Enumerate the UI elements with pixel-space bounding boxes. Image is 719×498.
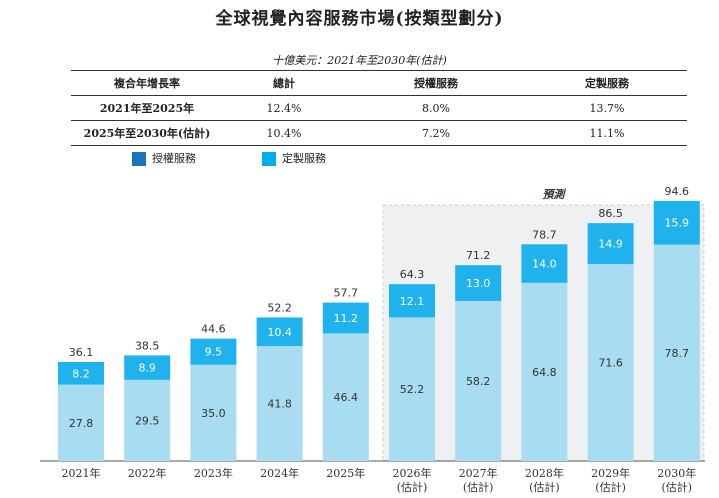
legend-item-licensed: 授權服務 — [132, 150, 196, 166]
x-tick-label: 2029年 — [591, 466, 630, 480]
x-tick-label: (估計) — [397, 480, 428, 494]
cagr-custom: 13.7% — [527, 95, 687, 121]
data-label-licensed: 64.8 — [532, 366, 557, 379]
data-label-custom: 8.2 — [72, 367, 90, 380]
data-label-licensed: 52.2 — [400, 383, 425, 396]
bar-licensed — [455, 300, 502, 461]
forecast-label: 預測 — [542, 188, 566, 201]
x-tick-label: 2021年 — [62, 466, 101, 480]
data-label-licensed: 78.7 — [665, 347, 690, 360]
legend-label-licensed: 授權服務 — [152, 152, 196, 165]
data-label-custom: 10.4 — [267, 326, 292, 339]
bar-custom — [587, 223, 634, 265]
bar-licensed — [322, 333, 369, 461]
data-label-custom: 15.9 — [665, 217, 690, 230]
legend-item-custom: 定製服務 — [262, 150, 326, 166]
x-tick-label: 2026年 — [393, 466, 432, 480]
bar-licensed — [190, 364, 237, 461]
bar-custom — [322, 302, 369, 334]
data-label-total: 64.3 — [400, 268, 425, 281]
data-label-custom: 14.9 — [598, 238, 623, 251]
bar-licensed — [587, 264, 634, 461]
bar-licensed — [58, 384, 104, 461]
cagr-licensed: 7.2% — [345, 120, 527, 146]
bar-licensed — [256, 346, 303, 461]
cagr-period: 2021年至2025年 — [71, 95, 223, 121]
chart-title: 全球視覺內容服務市場(按類型劃分) — [215, 9, 504, 29]
x-tick-label: 2027年 — [459, 466, 498, 480]
bar-licensed — [124, 379, 171, 461]
data-label-custom: 8.9 — [138, 362, 156, 375]
data-label-licensed: 29.5 — [135, 414, 160, 427]
x-tick-label: 2024年 — [260, 466, 299, 480]
cagr-header-total: 總計 — [223, 70, 345, 96]
x-tick-label: 2028年 — [525, 466, 564, 480]
data-label-total: 36.1 — [69, 346, 94, 359]
x-tick-label: 2022年 — [128, 466, 167, 480]
data-label-licensed: 41.8 — [267, 398, 292, 411]
bar-licensed — [653, 244, 700, 461]
bar-custom — [389, 284, 435, 318]
x-tick-label: (估計) — [662, 480, 693, 494]
data-label-total: 86.5 — [598, 207, 623, 220]
data-label-custom: 14.0 — [532, 258, 557, 271]
cagr-row: 2025年至2030年(估計) 10.4% 7.2% 11.1% — [71, 120, 687, 146]
cagr-custom: 11.1% — [527, 120, 687, 146]
data-label-licensed: 46.4 — [334, 391, 359, 404]
cagr-total: 10.4% — [223, 120, 345, 146]
legend-label-custom: 定製服務 — [282, 152, 326, 165]
data-label-total: 38.5 — [135, 339, 160, 352]
unit-note: 十億美元：2021年至2030年(估計) — [272, 54, 447, 67]
data-label-licensed: 35.0 — [201, 407, 226, 420]
data-label-custom: 11.2 — [334, 312, 359, 325]
cagr-header-label: 複合年增長率 — [71, 70, 223, 96]
cagr-table: 複合年增長率 總計 授權服務 定製服務 2021年至2025年 12.4% 8.… — [71, 70, 687, 146]
cagr-header-row: 複合年增長率 總計 授權服務 定製服務 — [71, 70, 687, 96]
data-label-total: 94.6 — [665, 185, 690, 198]
bar-custom — [190, 338, 237, 365]
bar-custom — [256, 317, 303, 347]
data-label-total: 57.7 — [334, 287, 359, 300]
cagr-licensed: 8.0% — [345, 95, 527, 121]
data-label-custom: 13.0 — [466, 277, 491, 290]
data-label-licensed: 71.6 — [598, 357, 623, 370]
bar-licensed — [521, 282, 568, 461]
data-label-licensed: 58.2 — [466, 375, 491, 388]
cagr-period: 2025年至2030年(估計) — [71, 120, 223, 146]
bar-custom — [455, 265, 502, 301]
x-tick-label: (估計) — [595, 480, 626, 494]
legend-swatch-licensed — [132, 152, 146, 166]
data-label-licensed: 27.8 — [69, 417, 94, 430]
cagr-header-licensed: 授權服務 — [345, 70, 527, 96]
data-label-total: 71.2 — [466, 249, 491, 262]
bar-custom — [58, 362, 104, 385]
x-tick-label: 2025年 — [326, 466, 365, 480]
cagr-row: 2021年至2025年 12.4% 8.0% 13.7% — [71, 95, 687, 121]
bar-custom — [124, 355, 171, 380]
bar-custom — [521, 244, 568, 283]
x-tick-label: (估計) — [529, 480, 560, 494]
bar-licensed — [389, 317, 435, 461]
x-tick-label: 2023年 — [194, 466, 233, 480]
data-label-total: 78.7 — [532, 228, 557, 241]
legend-swatch-custom — [262, 152, 276, 166]
cagr-header-custom: 定製服務 — [527, 70, 687, 96]
x-tick-label: 2030年 — [657, 466, 696, 480]
bar-custom — [653, 200, 700, 245]
x-tick-label: (估計) — [463, 480, 494, 494]
cagr-total: 12.4% — [223, 95, 345, 121]
data-label-custom: 12.1 — [400, 295, 425, 308]
data-label-custom: 9.5 — [205, 346, 223, 359]
data-label-total: 44.6 — [201, 323, 226, 336]
data-label-total: 52.2 — [267, 301, 292, 314]
